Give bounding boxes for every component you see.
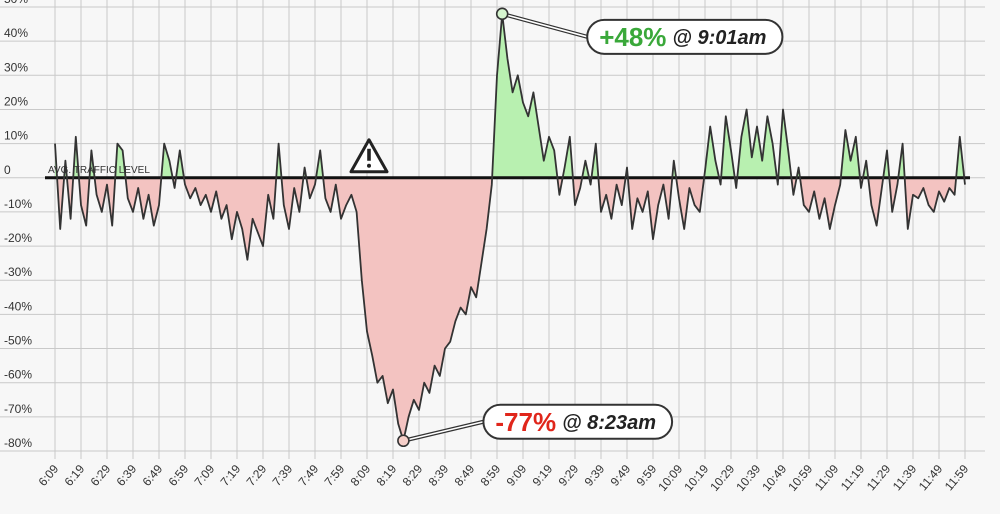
line: [54, 12, 966, 442]
warning-mark: [367, 148, 371, 161]
y-tick-label: 40%: [4, 26, 28, 40]
y-tick-label: -10%: [4, 197, 32, 211]
leader-line: [501, 13, 588, 38]
y-tick-label: 10%: [4, 129, 28, 143]
y-tick-label: -20%: [4, 231, 32, 245]
y-tick-label: 20%: [4, 94, 28, 108]
annotation-box: [482, 403, 674, 440]
annotation-value: +48%: [599, 22, 666, 52]
annotation-box: [586, 18, 784, 55]
y-tick-label: -70%: [4, 402, 32, 416]
leader-line: [403, 420, 484, 442]
baseline-label: AVG. TRAFFIC LEVEL: [48, 165, 150, 176]
y-tick-label: 50%: [4, 0, 28, 6]
warning-dot: [367, 163, 371, 168]
area-negative: [57, 177, 965, 441]
annotation: +48% @ 9:01am: [586, 18, 784, 55]
annotation-value: -77%: [495, 407, 556, 437]
y-tick-label: -80%: [4, 436, 32, 450]
highlight-point: [397, 434, 410, 448]
highlight-point: [495, 7, 509, 21]
y-tick-label: -40%: [4, 299, 32, 313]
y-tick-label: 30%: [4, 60, 28, 74]
area-positive: [55, 13, 965, 178]
y-tick-label: -60%: [4, 368, 32, 382]
y-tick-label: -30%: [4, 265, 32, 279]
y-tick-label: -50%: [4, 334, 32, 348]
y-tick-label: 0: [4, 163, 11, 177]
annotation-note: @ 8:23am: [562, 412, 656, 434]
annotation-note: @ 9:01am: [672, 27, 766, 49]
annotation: -77% @ 8:23am: [482, 403, 674, 440]
